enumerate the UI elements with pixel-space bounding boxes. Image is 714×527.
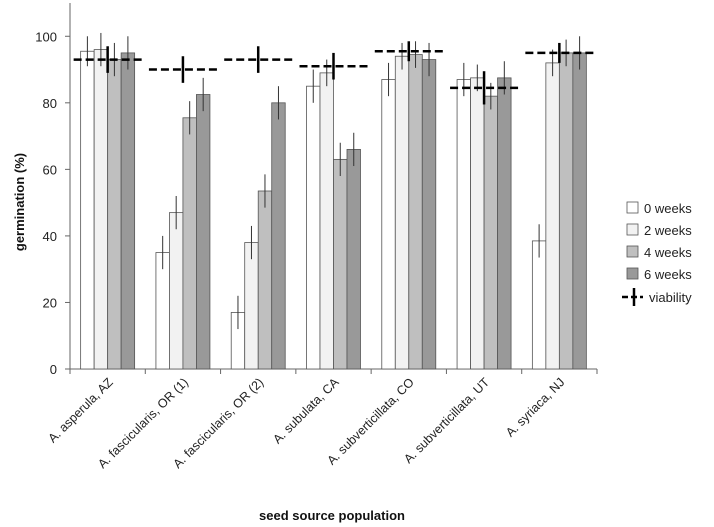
legend-label: 0 weeks	[644, 201, 692, 216]
legend-swatch	[626, 201, 639, 214]
bar	[421, 59, 437, 370]
x-tick-label: A. asperula, AZ	[45, 375, 116, 446]
x-tick-label: A. syriaca, NJ	[503, 375, 567, 439]
bar	[346, 148, 361, 370]
bar	[333, 158, 348, 370]
bar	[80, 50, 95, 370]
x-tick-label: A. subverticillata, UT	[401, 375, 492, 466]
viability-markers	[73, 41, 594, 105]
legend-swatch	[626, 245, 639, 258]
bar	[408, 54, 423, 370]
bar	[271, 102, 286, 370]
y-tick-label: 80	[43, 96, 57, 111]
bar	[470, 77, 485, 370]
bar	[319, 72, 334, 370]
legend-label: 4 weeks	[644, 245, 692, 260]
legend-label: viability	[649, 290, 692, 305]
bar	[169, 212, 184, 370]
bar	[107, 59, 122, 370]
y-tick-label: 20	[43, 295, 57, 310]
bar	[497, 77, 512, 370]
bar	[182, 117, 197, 370]
y-axis-title: germination (%)	[12, 153, 27, 251]
bar	[196, 94, 211, 370]
y-tick-labels: 0 20 40 60 80 100	[35, 29, 57, 377]
bar	[155, 252, 170, 370]
bar	[572, 52, 587, 370]
y-tick-label: 60	[43, 162, 57, 177]
bar	[483, 95, 498, 370]
error-bars	[86, 32, 581, 330]
legend-label: 6 weeks	[644, 267, 692, 282]
legend-swatch	[626, 267, 639, 280]
x-tick-label: A. subulata, CA	[270, 375, 342, 447]
y-tick-label: 0	[50, 362, 57, 377]
legend-label: 2 weeks	[644, 223, 692, 238]
bar	[545, 62, 560, 370]
x-tick-labels: A. asperula, AZA. fascicularis, OR (1)A.…	[45, 375, 567, 471]
bar	[93, 49, 109, 370]
bars	[80, 49, 587, 370]
y-tick-label: 100	[35, 29, 57, 44]
bar	[306, 85, 321, 370]
bar	[244, 242, 259, 370]
bar	[120, 52, 136, 370]
y-tick-label: 40	[43, 229, 57, 244]
bar	[531, 240, 547, 370]
legend-swatch	[626, 223, 639, 236]
legend: 0 weeks 2 weeks 4 weeks 6 weeks viability	[622, 201, 692, 306]
bar	[257, 190, 273, 370]
bar	[381, 79, 396, 370]
x-axis-title: seed source population	[259, 508, 405, 523]
bar	[456, 79, 471, 370]
bar	[394, 55, 410, 370]
bar	[558, 52, 574, 370]
